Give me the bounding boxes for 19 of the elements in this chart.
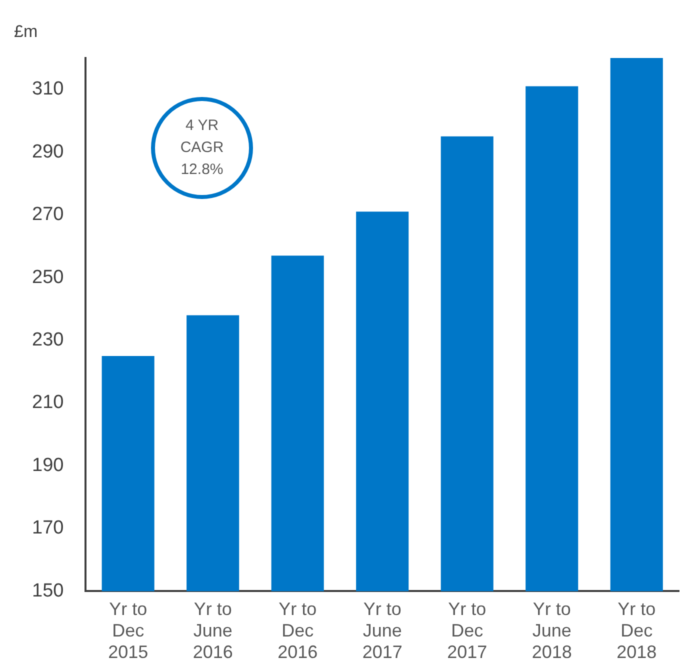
x-tick-label: Yr to June 2017 (362, 598, 402, 662)
y-tick-label: 170 (32, 518, 64, 539)
annotation: 4 YR CAGR 12.8% (179, 116, 225, 180)
x-tick-label: Yr to Dec 2017 (447, 598, 488, 662)
y-axis-title: £m (14, 22, 38, 42)
y-tick-label: 290 (32, 141, 64, 162)
y-tick-label: 270 (32, 204, 64, 226)
y-tick-label: 250 (32, 266, 64, 288)
circle-outline: 4 YR CAGR 12.8% (151, 97, 253, 199)
y-tick-label: 190 (32, 454, 64, 476)
x-tick-label: Yr to June 2018 (532, 598, 572, 662)
x-tick-label: Yr to Dec 2016 (278, 598, 318, 662)
y-tick-label: 210 (32, 392, 64, 414)
y-tick-label: 310 (32, 78, 64, 100)
x-tick-label: Yr to Dec 2015 (108, 598, 148, 662)
x-tick-label: Yr to June 2016 (192, 598, 233, 662)
y-tick-label: 230 (32, 330, 64, 351)
x-tick-label: Yr to Dec 2018 (616, 598, 657, 662)
y-tick-label: 150 (32, 580, 64, 602)
